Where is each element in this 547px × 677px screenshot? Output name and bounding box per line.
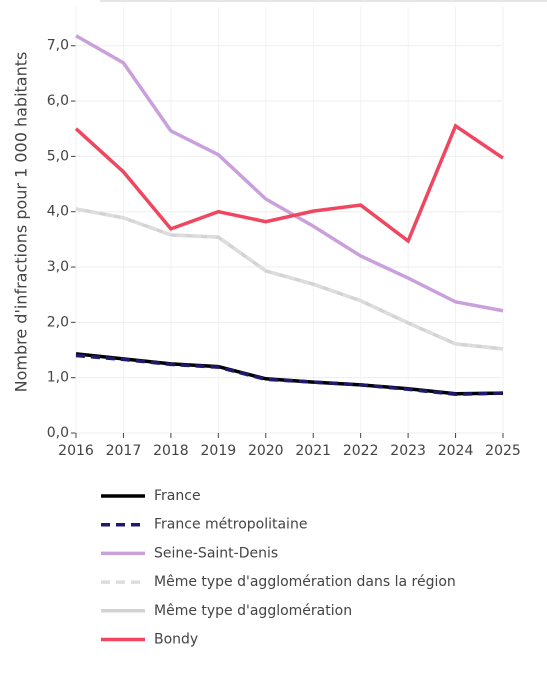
series-line <box>75 207 504 351</box>
top-bar <box>100 0 547 2</box>
y-tick-label: 7,0 <box>47 38 69 54</box>
x-tick-label: 2017 <box>106 443 142 459</box>
x-tick-label: 2019 <box>201 443 237 459</box>
x-tick-label: 2024 <box>438 443 474 459</box>
x-tick-label: 2022 <box>343 443 379 459</box>
series-line <box>75 34 504 313</box>
series-line <box>75 353 504 397</box>
y-tick-label: 3,0 <box>47 259 69 275</box>
y-tick-label: 1,0 <box>47 370 69 386</box>
y-tick-label: 5,0 <box>47 148 69 164</box>
y-tick-label: 6,0 <box>47 93 69 109</box>
legend-label: Même type d'agglomération dans la région <box>154 574 456 590</box>
x-tick-label: 2020 <box>248 443 284 459</box>
x-tick-label: 2021 <box>295 443 331 459</box>
x-tick-label: 2018 <box>153 443 189 459</box>
x-tick-label: 2016 <box>58 443 94 459</box>
y-tick-label: 4,0 <box>47 204 69 220</box>
x-tick-label: 2025 <box>485 443 521 459</box>
legend-label: Même type d'agglomération <box>154 603 352 619</box>
y-tick-label: 0,0 <box>47 425 69 441</box>
y-axis-title: Nombre d'infractions pour 1 000 habitant… <box>12 52 31 393</box>
x-tick-label: 2023 <box>390 443 426 459</box>
legend-label: Seine-Saint-Denis <box>154 545 278 561</box>
y-tick-label: 2,0 <box>47 314 69 330</box>
legend-label: Bondy <box>154 632 198 648</box>
legend-label: France métropolitaine <box>154 517 307 533</box>
legend-label: France <box>154 488 201 504</box>
series-line <box>74 123 504 244</box>
